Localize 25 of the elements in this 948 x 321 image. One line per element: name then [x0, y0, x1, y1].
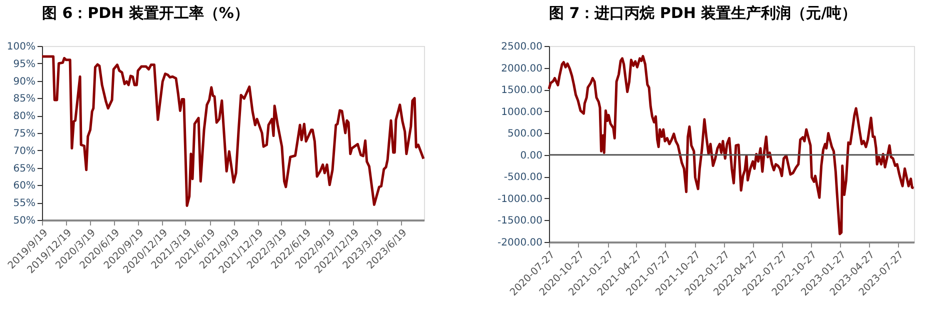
y-tick-label: 55%	[13, 198, 36, 210]
y-tick-label: 75%	[13, 128, 36, 140]
y-tick-label: 1000.00	[501, 106, 542, 118]
y-tick-label: 90%	[13, 76, 36, 88]
y-tick-label: 500.00	[508, 128, 542, 140]
y-tick-label: -500.00	[504, 172, 542, 184]
line-series	[40, 55, 425, 207]
y-tick-label: 2000.00	[501, 63, 542, 74]
chart-title: 图 6：PDH 装置开工率（%）	[42, 4, 249, 22]
y-tick-label: 50%	[13, 216, 36, 226]
y-tick-label: 80%	[13, 111, 36, 122]
y-tick-label: 2500.00	[501, 42, 542, 52]
y-tick-label: 70%	[13, 146, 36, 157]
y-tick-label: -2000.00	[498, 238, 542, 248]
y-tick-label: 100%	[6, 42, 36, 52]
chart-title: 图 7：进口丙烷 PDH 装置生产利润（元/吨）	[549, 4, 857, 22]
y-tick-label: -1500.00	[498, 216, 542, 227]
y-tick-label: 1500.00	[501, 85, 542, 96]
y-tick-label: 0.00	[520, 150, 542, 162]
y-tick-label: 85%	[13, 94, 36, 105]
line-series	[548, 54, 915, 236]
y-tick-label: 95%	[13, 58, 36, 70]
y-tick-label: 65%	[13, 163, 36, 174]
y-tick-label: -1000.00	[498, 194, 542, 205]
y-tick-label: 60%	[13, 180, 36, 192]
